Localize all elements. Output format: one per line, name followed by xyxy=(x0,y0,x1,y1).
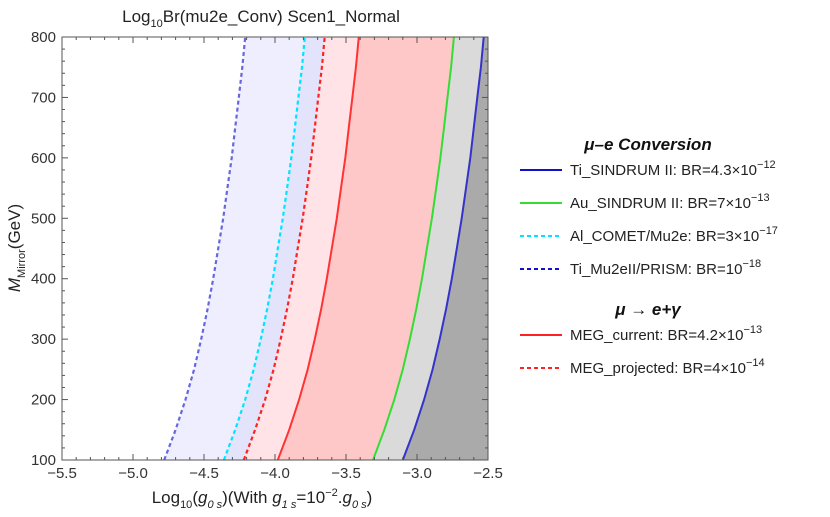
x-tick-label: −2.5 xyxy=(473,465,503,482)
x-tick-label: −3.5 xyxy=(331,465,361,482)
region-fill-5 xyxy=(402,37,488,460)
x-tick-label: −4.0 xyxy=(260,465,290,482)
legend-entry: MEG_projected: BR=4×10−14 xyxy=(570,357,765,377)
chart-title: Log10Br(mu2e_Conv) Scen1_Normal xyxy=(122,7,400,30)
y-tick-label: 500 xyxy=(31,210,56,227)
y-tick-label: 800 xyxy=(31,29,56,46)
plot-area xyxy=(61,36,489,461)
legend-group-title: μ → e+γ xyxy=(614,300,682,319)
series-line-0 xyxy=(163,37,247,460)
series-line-4 xyxy=(372,37,455,460)
x-tick-label: −3.0 xyxy=(402,465,432,482)
legend-entry: Ti_SINDRUM II: BR=4.3×10−12 xyxy=(570,159,776,179)
x-axis: −5.5 −5.0 −4.5 −4.0 −3.5 −3.0 −2.5 xyxy=(47,37,503,482)
series-line-2 xyxy=(242,37,326,460)
legend-entry: Au_SINDRUM II: BR=7×10−13 xyxy=(570,192,770,212)
y-tick-label: 400 xyxy=(31,271,56,288)
legend: μ–e Conversion Ti_SINDRUM II: BR=4.3×10−1… xyxy=(520,135,778,377)
legend-entry: Al_COMET/Mu2e: BR=3×10−17 xyxy=(570,225,778,245)
y-axis: 100 200 300 400 500 600 700 800 xyxy=(31,29,488,469)
x-tick-label: −5.0 xyxy=(118,465,148,482)
legend-entry: Ti_Mu2eII/PRISM: BR=10−18 xyxy=(570,258,761,278)
x-tick-label: −4.5 xyxy=(189,465,219,482)
y-axis-label: MMirror(GeV) xyxy=(5,204,28,292)
y-tick-label: 100 xyxy=(31,452,56,469)
legend-entry: MEG_current: BR=4.2×10−13 xyxy=(570,324,762,344)
x-tick-label: −5.5 xyxy=(47,465,77,482)
series-line-3 xyxy=(276,37,360,460)
y-tick-label: 700 xyxy=(31,89,56,106)
y-tick-label: 300 xyxy=(31,331,56,348)
legend-group-title: μ–e Conversion xyxy=(583,135,711,154)
series-line-1 xyxy=(222,37,306,460)
x-axis-label: Log10(g0 s)(With g1 s=10−2.g0 s) xyxy=(152,487,373,511)
y-tick-label: 600 xyxy=(31,150,56,167)
series-line-5 xyxy=(401,37,485,460)
y-tick-label: 200 xyxy=(31,392,56,409)
